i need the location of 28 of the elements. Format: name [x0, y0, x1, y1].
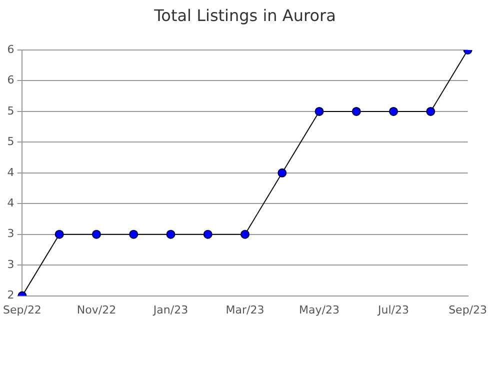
point [92, 230, 101, 239]
x-tick-label: Sep/23 [448, 303, 487, 316]
point [240, 230, 250, 239]
y-tick-label: 5 [7, 135, 14, 148]
point [426, 106, 436, 116]
y-tick-label: 2 [7, 288, 14, 302]
point [352, 106, 361, 116]
y-tick-label: 5 [7, 104, 14, 118]
point [166, 230, 176, 239]
chart-title: Total Listings in Aurora [153, 6, 337, 27]
y-tick-label: 6 [7, 74, 14, 87]
x-tick-label: Sep/22 [3, 303, 42, 316]
y-tick-label: 4 [7, 166, 14, 179]
x-tick-label: Mar/23 [226, 303, 264, 316]
point [278, 168, 287, 178]
point [203, 230, 212, 239]
x-tick-label: May/23 [299, 303, 340, 316]
point [129, 230, 138, 239]
point [314, 106, 324, 116]
y-tick-label: 3 [7, 258, 14, 271]
y-tick-label: 4 [7, 196, 14, 210]
y-tick-label: 3 [7, 227, 14, 240]
x-tick-label: Jan/23 [152, 303, 188, 316]
x-tick-label: Nov/22 [76, 303, 116, 316]
point [389, 106, 398, 116]
y-tick-label: 6 [7, 42, 14, 56]
x-tick-label: Jul/23 [377, 303, 410, 316]
point [54, 230, 64, 239]
